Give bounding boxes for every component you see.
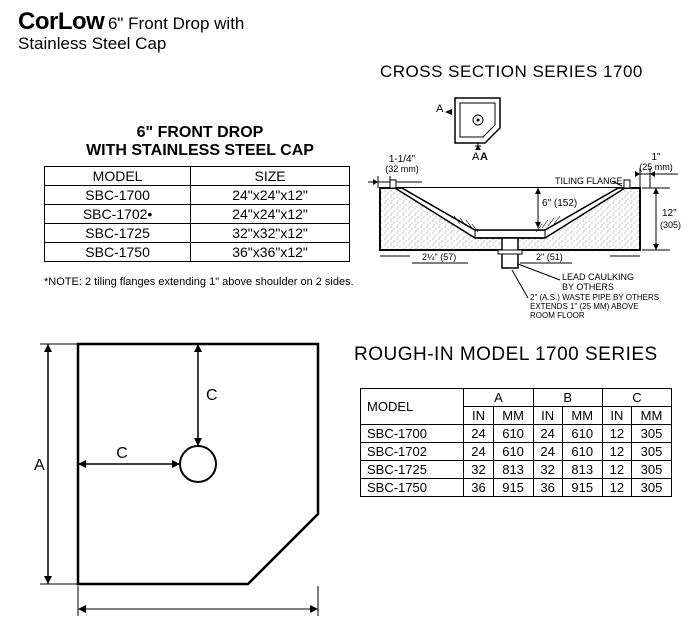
svg-text:ROOM FLOOR: ROOM FLOOR (530, 311, 585, 318)
dim-c-horiz: C (78, 445, 180, 468)
table1-title: 6" FRONT DROP WITH STAINLESS STEEL CAP (60, 124, 340, 161)
col-model: MODEL (45, 167, 191, 186)
rough-in-table: MODEL A B C INMM INMM INMM SBC-170024610… (360, 388, 672, 497)
svg-text:LEAD CAULKING: LEAD CAULKING (562, 272, 634, 282)
table-row: SBC-1700246102461012305 (361, 425, 672, 443)
table1-title-l1: 6" FRONT DROP (137, 124, 264, 141)
page-header: CorLow 6" Front Drop with Stainless Stee… (18, 8, 244, 54)
basin-section (380, 180, 640, 268)
table-row: SBC-175036"x36"x12" (45, 243, 350, 262)
svg-text:(25 mm): (25 mm) (639, 162, 673, 172)
svg-text:EXTENDS 1" (25 MM) ABOVE: EXTENDS 1" (25 MM) ABOVE (530, 302, 639, 311)
label-a2: A (480, 151, 488, 163)
svg-text:C: C (206, 387, 218, 404)
table-row: SBC-170024"x24"x12" (45, 186, 350, 205)
table-row: SBC-172532"x32"x12" (45, 224, 350, 243)
plan-diagram: A C C (28, 334, 330, 624)
brand-sub1: 6" Front Drop with (108, 14, 244, 33)
label-a3: A (472, 151, 480, 163)
cross-section-title: CROSS SECTION SERIES 1700 (380, 62, 643, 82)
svg-text:C: C (116, 445, 128, 462)
svg-text:(32 mm): (32 mm) (385, 164, 419, 174)
dim-right: TILING FLANGE 1" (25 mm) (555, 152, 678, 188)
rough-in-title: ROUGH-IN MODEL 1700 SERIES (354, 344, 658, 366)
brand-name: CorLow (18, 8, 104, 35)
table-row: SBC-1702•24"x24"x12" (45, 205, 350, 224)
label-a: A (436, 103, 444, 115)
svg-text:6" (152): 6" (152) (542, 198, 577, 209)
svg-text:A: A (34, 457, 45, 474)
table-row: SBC-1702246102461012305 (361, 443, 672, 461)
svg-text:2" (A.S.) WASTE PIPE BY OTHERS: 2" (A.S.) WASTE PIPE BY OTHERS (530, 293, 659, 302)
top-plan-icon: A A A (436, 98, 500, 163)
dim-a: A (34, 344, 78, 584)
dim-c-vert: C (194, 344, 218, 446)
cross-section-diagram: A A A 1-1/4" (32 mm) TILING FLANGE 1" (2… (360, 88, 690, 318)
svg-text:BY OTHERS: BY OTHERS (562, 282, 614, 292)
table-row: SBC-1750369153691512305 (361, 479, 672, 497)
svg-text:12": 12" (662, 208, 677, 219)
svg-text:(305): (305) (660, 220, 681, 230)
table-row: SBC-1725328133281312305 (361, 461, 672, 479)
lead-caulk-label: LEAD CAULKING BY OTHERS (518, 264, 634, 292)
table1-title-l2: WITH STAINLESS STEEL CAP (86, 142, 314, 159)
col-size: SIZE (191, 167, 350, 186)
table1-note: *NOTE: 2 tiling flanges extending 1" abo… (44, 276, 354, 288)
svg-text:2¼" (57): 2¼" (57) (422, 252, 456, 262)
model-size-table: MODEL SIZE SBC-170024"x24"x12" SBC-1702•… (44, 166, 350, 262)
dim-height: 12" (305) (642, 188, 681, 250)
dim-bottom: 2¼" (57) 2" (51) (412, 252, 572, 263)
brand-sub2: Stainless Steel Cap (18, 34, 244, 54)
svg-text:2" (51): 2" (51) (536, 252, 563, 262)
table-header-row: MODEL SIZE (45, 167, 350, 186)
table-header-row: MODEL A B C (361, 389, 672, 407)
